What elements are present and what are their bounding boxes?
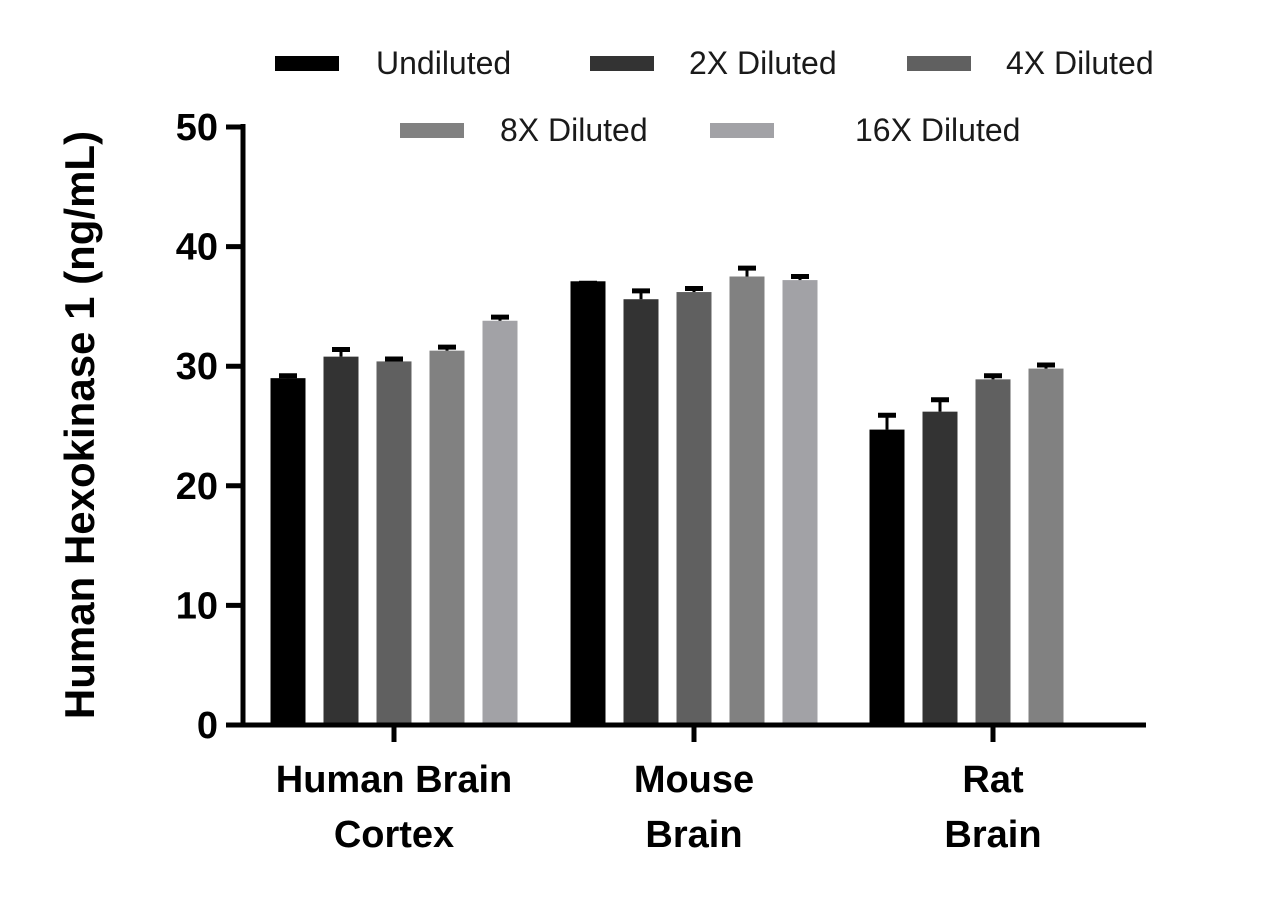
- y-tick-label: 30: [176, 346, 218, 388]
- bar: [1028, 368, 1064, 725]
- bar: [729, 276, 765, 725]
- bar: [570, 281, 606, 725]
- legend-swatch: [907, 56, 971, 71]
- bar: [429, 350, 465, 725]
- bar: [922, 411, 958, 725]
- x-category-label: Rat: [962, 759, 1024, 801]
- legend-label: Undiluted: [376, 45, 511, 81]
- legend-swatch: [710, 123, 774, 138]
- bar: [623, 299, 659, 725]
- x-category-label: Mouse: [634, 759, 754, 801]
- legend-swatch: [590, 56, 654, 71]
- legend-label: 16X Diluted: [855, 112, 1020, 148]
- bar: [323, 356, 359, 725]
- legend-label: 8X Diluted: [500, 112, 648, 148]
- bar: [782, 280, 818, 725]
- legend: Undiluted 2X Diluted 4X Diluted 8X Diluted 1…: [275, 45, 1154, 148]
- y-tick-label: 50: [176, 107, 218, 149]
- bar: [270, 378, 306, 725]
- y-tick-label: 0: [197, 705, 218, 747]
- y-ticks: 0 10 20 30 40 50: [176, 107, 243, 747]
- legend-label: 2X Diluted: [689, 45, 837, 81]
- y-tick-label: 40: [176, 227, 218, 269]
- x-category-label: Cortex: [334, 814, 454, 856]
- x-categories: Human Brain Cortex Mouse Brain Rat Brain: [276, 725, 1042, 856]
- bar: [376, 361, 412, 725]
- legend-swatch: [400, 123, 464, 138]
- bar: [869, 429, 905, 725]
- y-axis-title: Human Hexokinase 1 (ng/mL): [56, 131, 103, 719]
- bars: [270, 265, 1064, 725]
- x-category-label: Brain: [944, 814, 1041, 856]
- bar: [676, 292, 712, 725]
- x-category-label: Brain: [645, 814, 742, 856]
- y-tick-label: 20: [176, 466, 218, 508]
- y-tick-label: 10: [176, 585, 218, 627]
- bar: [975, 379, 1011, 725]
- legend-label: 4X Diluted: [1006, 45, 1154, 81]
- bar: [482, 320, 518, 725]
- x-category-label: Human Brain: [276, 759, 512, 801]
- legend-swatch: [275, 56, 339, 71]
